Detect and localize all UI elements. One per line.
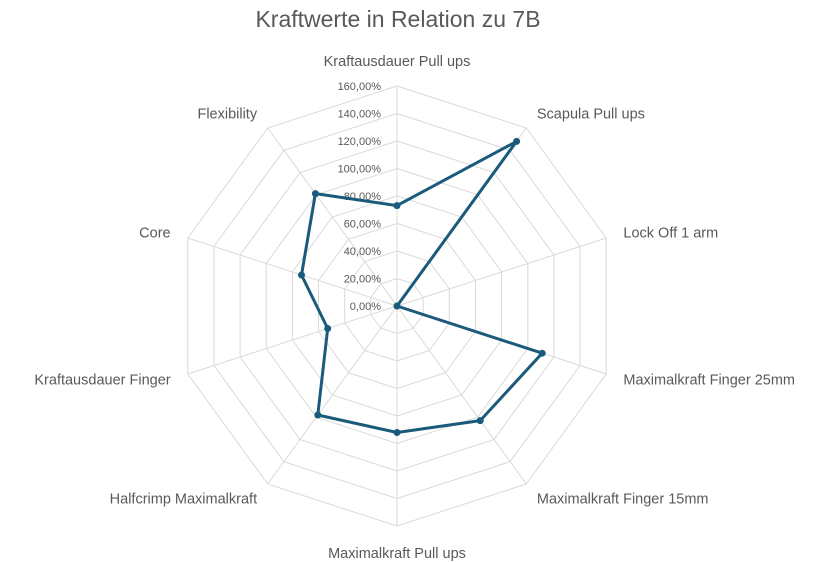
category-label: Maximalkraft Finger 25mm [623, 373, 795, 389]
category-label: Scapula Pull ups [537, 107, 645, 123]
data-point [314, 411, 322, 419]
chart-title: Kraftwerte in Relation zu 7B [255, 6, 541, 32]
radial-tick-label: 140,00% [338, 109, 382, 121]
data-point [324, 325, 332, 332]
data-point [538, 349, 546, 357]
radial-tick-label: 100,00% [338, 164, 382, 176]
grid-spoke [396, 305, 527, 485]
category-label: Core [139, 226, 170, 242]
data-point [476, 417, 484, 425]
series-vermessung [298, 137, 546, 436]
category-labels: Kraftausdauer Pull ups Scapula Pull ups Lo… [34, 54, 795, 562]
data-point [393, 302, 401, 310]
grid-spoke [187, 305, 398, 375]
radial-tick-label: 40,00% [344, 246, 382, 258]
data-point [393, 202, 401, 210]
data-point [311, 190, 319, 198]
grid-spoke [267, 127, 398, 307]
radial-tick-label: 120,00% [338, 136, 382, 148]
category-label: Flexibility [197, 107, 257, 123]
category-label: Lock Off 1 arm [623, 226, 718, 242]
data-point [393, 429, 401, 436]
category-label: Kraftausdauer Finger [34, 373, 170, 389]
grid-spoke [267, 305, 398, 485]
radial-tick-label: 0,00% [350, 301, 381, 313]
data-point [298, 271, 305, 279]
grid-spoke [396, 237, 607, 307]
radial-tick-label: 60,00% [344, 219, 382, 231]
grid-spoke [187, 237, 398, 307]
category-label: Halfcrimp Maximalkraft [110, 492, 257, 508]
category-label: Maximalkraft Finger 15mm [537, 492, 709, 508]
radial-tick-label: 20,00% [344, 274, 382, 286]
category-label: Maximalkraft Pull ups [328, 546, 466, 562]
radial-tick-label: 160,00% [338, 81, 382, 93]
data-point [513, 137, 521, 145]
category-label: Kraftausdauer Pull ups [324, 54, 471, 70]
